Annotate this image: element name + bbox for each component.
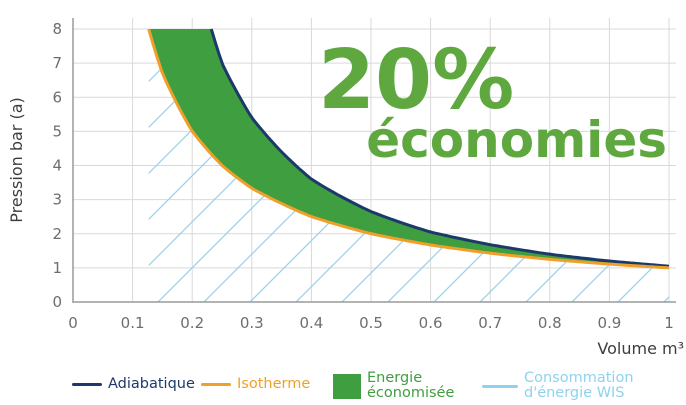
legend: Adiabatique Isotherme Energie économisée … bbox=[0, 366, 686, 405]
y-tick-label: 7 bbox=[52, 54, 62, 72]
x-axis-label: Volume m³ bbox=[597, 339, 684, 358]
y-tick-label: 5 bbox=[52, 122, 62, 140]
x-tick-label: 0.6 bbox=[419, 314, 443, 332]
legend-label-energie-economisee: Energie économisée bbox=[367, 370, 455, 401]
legend-item-isotherme: Isotherme bbox=[201, 377, 310, 392]
x-tick-label: 0.1 bbox=[121, 314, 145, 332]
legend-item-energie-economisee: Energie économisée bbox=[333, 371, 454, 401]
x-tick-label: 0 bbox=[68, 314, 78, 332]
savings-word-annotation: économies bbox=[366, 111, 667, 169]
x-tick-label: 0.9 bbox=[597, 314, 621, 332]
savings-percent-annotation: 20% bbox=[318, 33, 514, 128]
legend-label-consommation-wis: Consommation d'énergie WIS bbox=[524, 370, 634, 401]
series-line-adiabatique bbox=[209, 28, 670, 268]
legend-line-adiabatique bbox=[72, 383, 102, 386]
y-tick-label: 6 bbox=[52, 88, 62, 106]
x-tick-label: 0.7 bbox=[478, 314, 502, 332]
legend-swatch-energie-economisee bbox=[333, 373, 361, 399]
legend-item-consommation-wis: Consommation d'énergie WIS bbox=[482, 371, 634, 401]
y-tick-label: 0 bbox=[52, 293, 62, 311]
legend-line-consommation-wis bbox=[482, 384, 518, 388]
x-tick-label: 0.4 bbox=[299, 314, 323, 332]
x-axis-ticks: 0 0.1 0.2 0.3 0.4 0.5 0.6 0.7 0.8 0.9 1 bbox=[68, 314, 674, 332]
series-line-isotherme bbox=[147, 28, 670, 270]
y-tick-label: 3 bbox=[52, 191, 62, 209]
legend-label-isotherme: Isotherme bbox=[237, 376, 311, 392]
legend-line-isotherme bbox=[201, 383, 231, 386]
y-tick-label: 8 bbox=[52, 20, 62, 38]
legend-item-adiabatique: Adiabatique bbox=[72, 377, 195, 392]
area-energie-economisee bbox=[148, 29, 669, 268]
x-tick-label: 0.3 bbox=[240, 314, 264, 332]
y-axis-label: Pression bar (a) bbox=[7, 97, 26, 222]
y-tick-label: 1 bbox=[52, 259, 62, 277]
legend-label-adiabatique: Adiabatique bbox=[108, 376, 195, 392]
x-tick-label: 1 bbox=[664, 314, 674, 332]
x-tick-label: 0.2 bbox=[180, 314, 204, 332]
y-tick-label: 2 bbox=[52, 225, 62, 243]
y-axis-ticks: 0 1 2 3 4 5 6 7 8 bbox=[52, 20, 62, 311]
area-consommation-wis bbox=[148, 29, 669, 302]
x-tick-label: 0.5 bbox=[359, 314, 383, 332]
y-tick-label: 4 bbox=[52, 157, 62, 175]
x-tick-label: 0.8 bbox=[538, 314, 562, 332]
